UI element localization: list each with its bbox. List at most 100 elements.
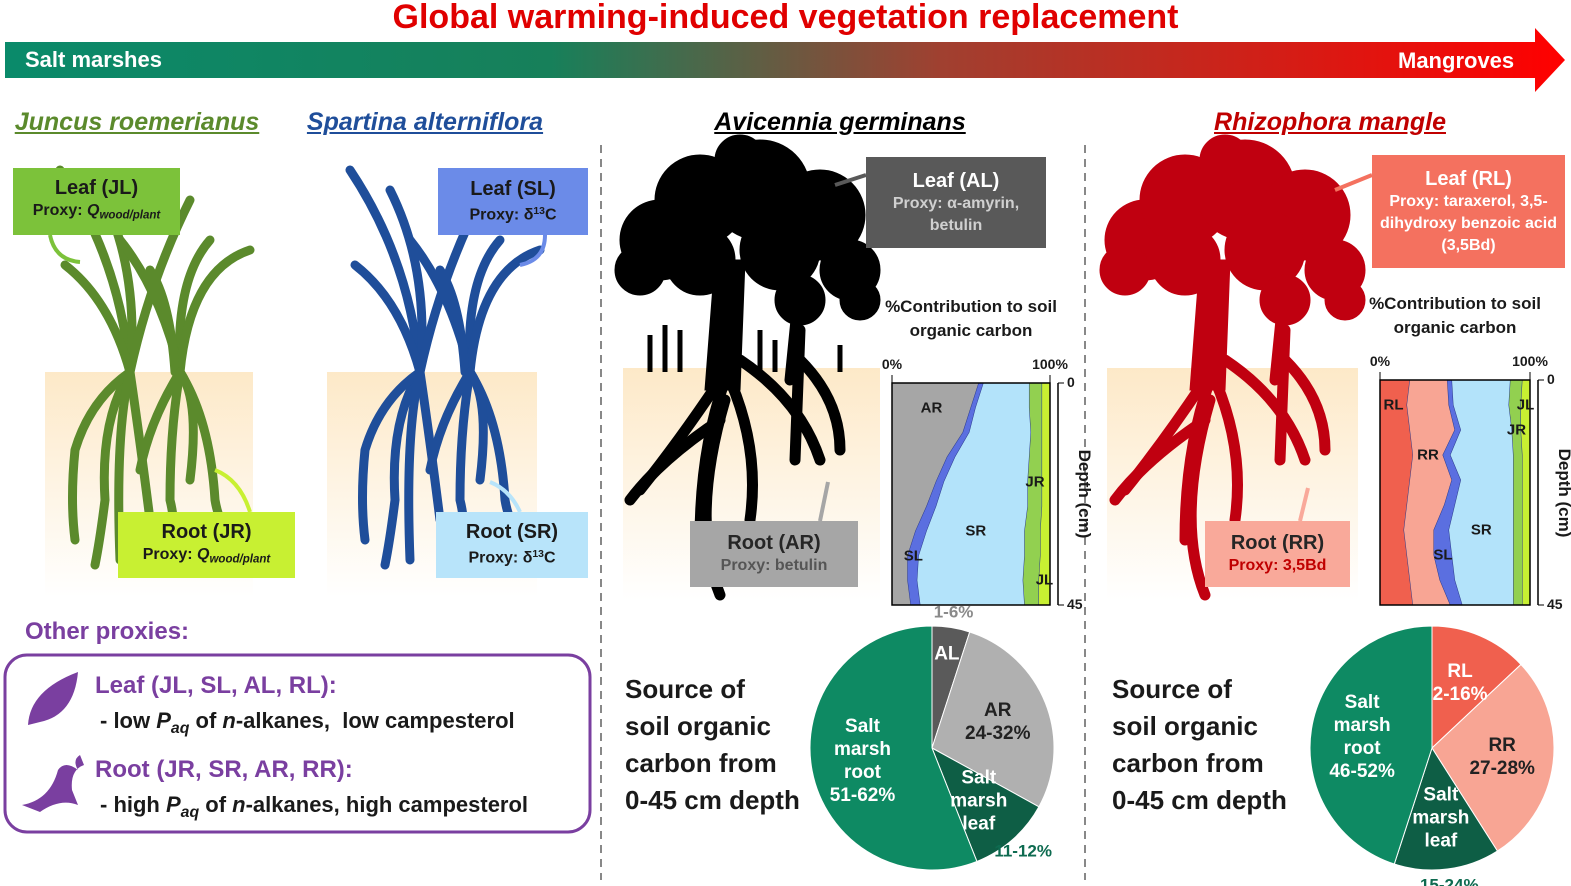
proxy-box: Root (JR) Proxy: Qwood/plant [118,512,295,578]
text-segment: aq [180,803,200,821]
slice-name: RL [1447,661,1473,683]
proxy-box: Leaf (AL) Proxy: α-amyrin, betulin [866,157,1046,248]
box-title: Leaf (SL) [470,177,556,200]
text-segment: P [156,708,171,733]
text-segment: P [165,792,181,817]
text-segment: Proxy: α-amyrin, betulin [892,194,1020,234]
y-tick-label: 0 [1067,374,1075,390]
slice-label: AL [903,643,991,666]
slice-label: AR 24-32% [954,699,1042,745]
proxy-item-detail: - high Paq of n-alkanes, high campestero… [100,792,528,822]
proxy-item-detail: - low Paq of n-alkanes, low campesterol [100,708,515,738]
slice-range: 51-62% [829,785,896,807]
slice-name: AL [934,643,960,665]
area-band [1521,380,1530,605]
x-tick-label: 100% [1032,356,1068,372]
y-tick-label: 0 [1547,371,1555,387]
proxy-item-title: Root (JR, SR, AR, RR): [95,756,353,783]
proxy-box: Root (RR) Proxy: 3,5Bd [1205,521,1350,587]
source-text: carbon from [625,748,777,778]
slice-name: Salt marsh root [1333,691,1391,759]
area-band [907,383,984,605]
bar-left-label: Salt marshes [25,47,162,72]
text-segment: Proxy: δ [469,206,534,224]
plot-frame [1379,379,1531,606]
area-band [1038,383,1050,605]
text-segment: Proxy: [142,545,197,563]
slice-name: Salt marsh root [833,716,891,784]
x-tick-label: 0% [881,356,903,372]
box-title: Root (JR) [161,520,252,543]
box-proxy: Proxy: betulin [721,555,828,577]
source-text: 0-45 cm depth [625,785,800,815]
series-label: SL [903,547,923,565]
slice-range: 2-16% [1432,684,1488,706]
plot-frame [891,382,1051,606]
text-segment: wood/plant [209,553,271,566]
slice-range: 1-6% [933,602,974,622]
gradient-arrow [5,28,1565,92]
source-text: carbon from [1112,748,1264,778]
pie-slice [931,631,1055,808]
bar-right-label: Mangroves [1398,48,1515,73]
y-tick-label: 45 [1547,596,1563,612]
pneumatophores [647,325,843,372]
proxy-box: Root (AR) Proxy: betulin [690,521,858,587]
slice-label: Salt marsh leaf [935,767,1023,836]
series-label: JL [1035,571,1054,589]
slice-label: Salt marsh root 51-62% [818,715,906,807]
slice-range: 46-52% [1329,760,1395,782]
area-band [1449,380,1514,605]
slice-range: 15-24% [1419,875,1479,886]
area-band [1434,380,1463,605]
text-segment: of [189,708,223,733]
box-proxy: Proxy: Qwood/plant [33,200,160,226]
other-proxies-box [3,653,592,834]
pie-slice [931,746,1040,863]
slice-range: 11-12% [994,841,1052,861]
text-segment: Q [87,202,100,220]
text-segment: n [222,708,236,733]
slice-label: RL 2-16% [1416,660,1504,706]
text-segment: Proxy: betulin [720,557,828,574]
box-proxy: Proxy: taraxerol, 3,5-dihydroxy benzoic … [1380,191,1557,257]
area-band [892,383,979,605]
pie-slice [1431,625,1522,750]
box-title: Root (AR) [727,532,821,554]
box-title: Root (SR) [465,521,559,544]
text-segment: C [543,549,556,567]
series-label: SR [965,522,987,540]
chart-title: %Contribution to soil organic carbon [885,297,1057,340]
area-band [1509,380,1523,605]
title: Global warming-induced vegetation replac… [392,0,1179,36]
leaf-icon [28,672,78,725]
text-segment: - low [100,708,157,733]
slice-name: Salt marsh leaf [950,767,1008,835]
proxy-box: Leaf (JL) Proxy: Qwood/plant [13,168,180,235]
text-segment: - high [100,792,166,817]
text-segment: Proxy: 3,5Bd [1228,557,1327,574]
pie-slice [1309,625,1433,865]
series-label: JR [1506,421,1527,439]
text-segment: aq [170,719,190,737]
slice-label: Salt marsh leaf [1397,784,1485,853]
slice-name: AR [984,699,1012,721]
text-segment: 13 [533,205,545,217]
series-label: AR [920,399,943,417]
text-segment: wood/plant [99,209,161,222]
pie-slice [1431,663,1555,852]
box-proxy: Proxy: 3,5Bd [1229,555,1327,577]
y-axis-label: Depth (cm) [1075,449,1094,539]
area-band [1404,380,1455,605]
proxy-box: Leaf (SL) Proxy: δ13C [438,168,588,235]
box-proxy: Proxy: δ13C [468,544,555,570]
proxy-box: Leaf (RL) Proxy: taraxerol, 3,5-dihydroxy… [1372,155,1565,268]
box-title: Root (RR) [1230,532,1325,554]
box-proxy: Proxy: δ13C [469,201,556,227]
pie-slice [1393,746,1499,871]
proxy-item-title: Leaf (JL, SL, AL, RL): [95,672,337,699]
area-band [1023,383,1043,605]
box-proxy: Proxy: α-amyrin, betulin [874,193,1038,237]
chart-title: %Contribution to soil organic carbon [1369,294,1541,337]
